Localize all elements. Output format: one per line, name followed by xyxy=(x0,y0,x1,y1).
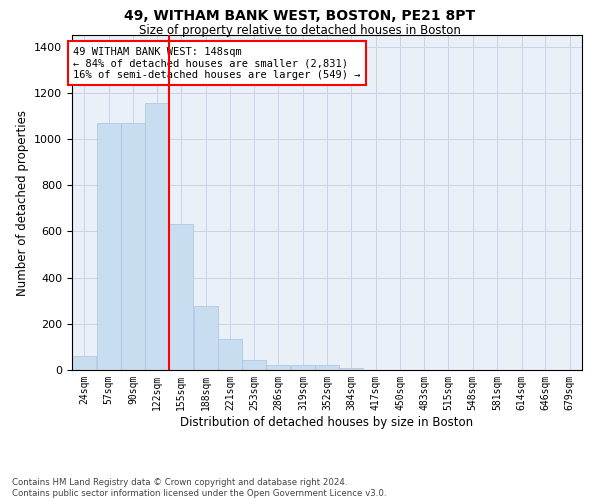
X-axis label: Distribution of detached houses by size in Boston: Distribution of detached houses by size … xyxy=(181,416,473,428)
Bar xyxy=(121,123,145,370)
Text: 49 WITHAM BANK WEST: 148sqm
← 84% of detached houses are smaller (2,831)
16% of : 49 WITHAM BANK WEST: 148sqm ← 84% of det… xyxy=(73,46,361,80)
Bar xyxy=(169,224,193,370)
Bar xyxy=(97,123,121,370)
Bar xyxy=(218,339,242,370)
Bar xyxy=(242,360,266,370)
Bar xyxy=(266,366,290,370)
Bar xyxy=(145,103,169,370)
Text: Size of property relative to detached houses in Boston: Size of property relative to detached ho… xyxy=(139,24,461,37)
Text: 49, WITHAM BANK WEST, BOSTON, PE21 8PT: 49, WITHAM BANK WEST, BOSTON, PE21 8PT xyxy=(124,9,476,23)
Bar xyxy=(72,356,96,370)
Bar xyxy=(316,366,340,370)
Text: Contains HM Land Registry data © Crown copyright and database right 2024.
Contai: Contains HM Land Registry data © Crown c… xyxy=(12,478,386,498)
Bar xyxy=(291,366,315,370)
Bar xyxy=(194,306,218,370)
Bar xyxy=(339,368,363,370)
Y-axis label: Number of detached properties: Number of detached properties xyxy=(16,110,29,296)
